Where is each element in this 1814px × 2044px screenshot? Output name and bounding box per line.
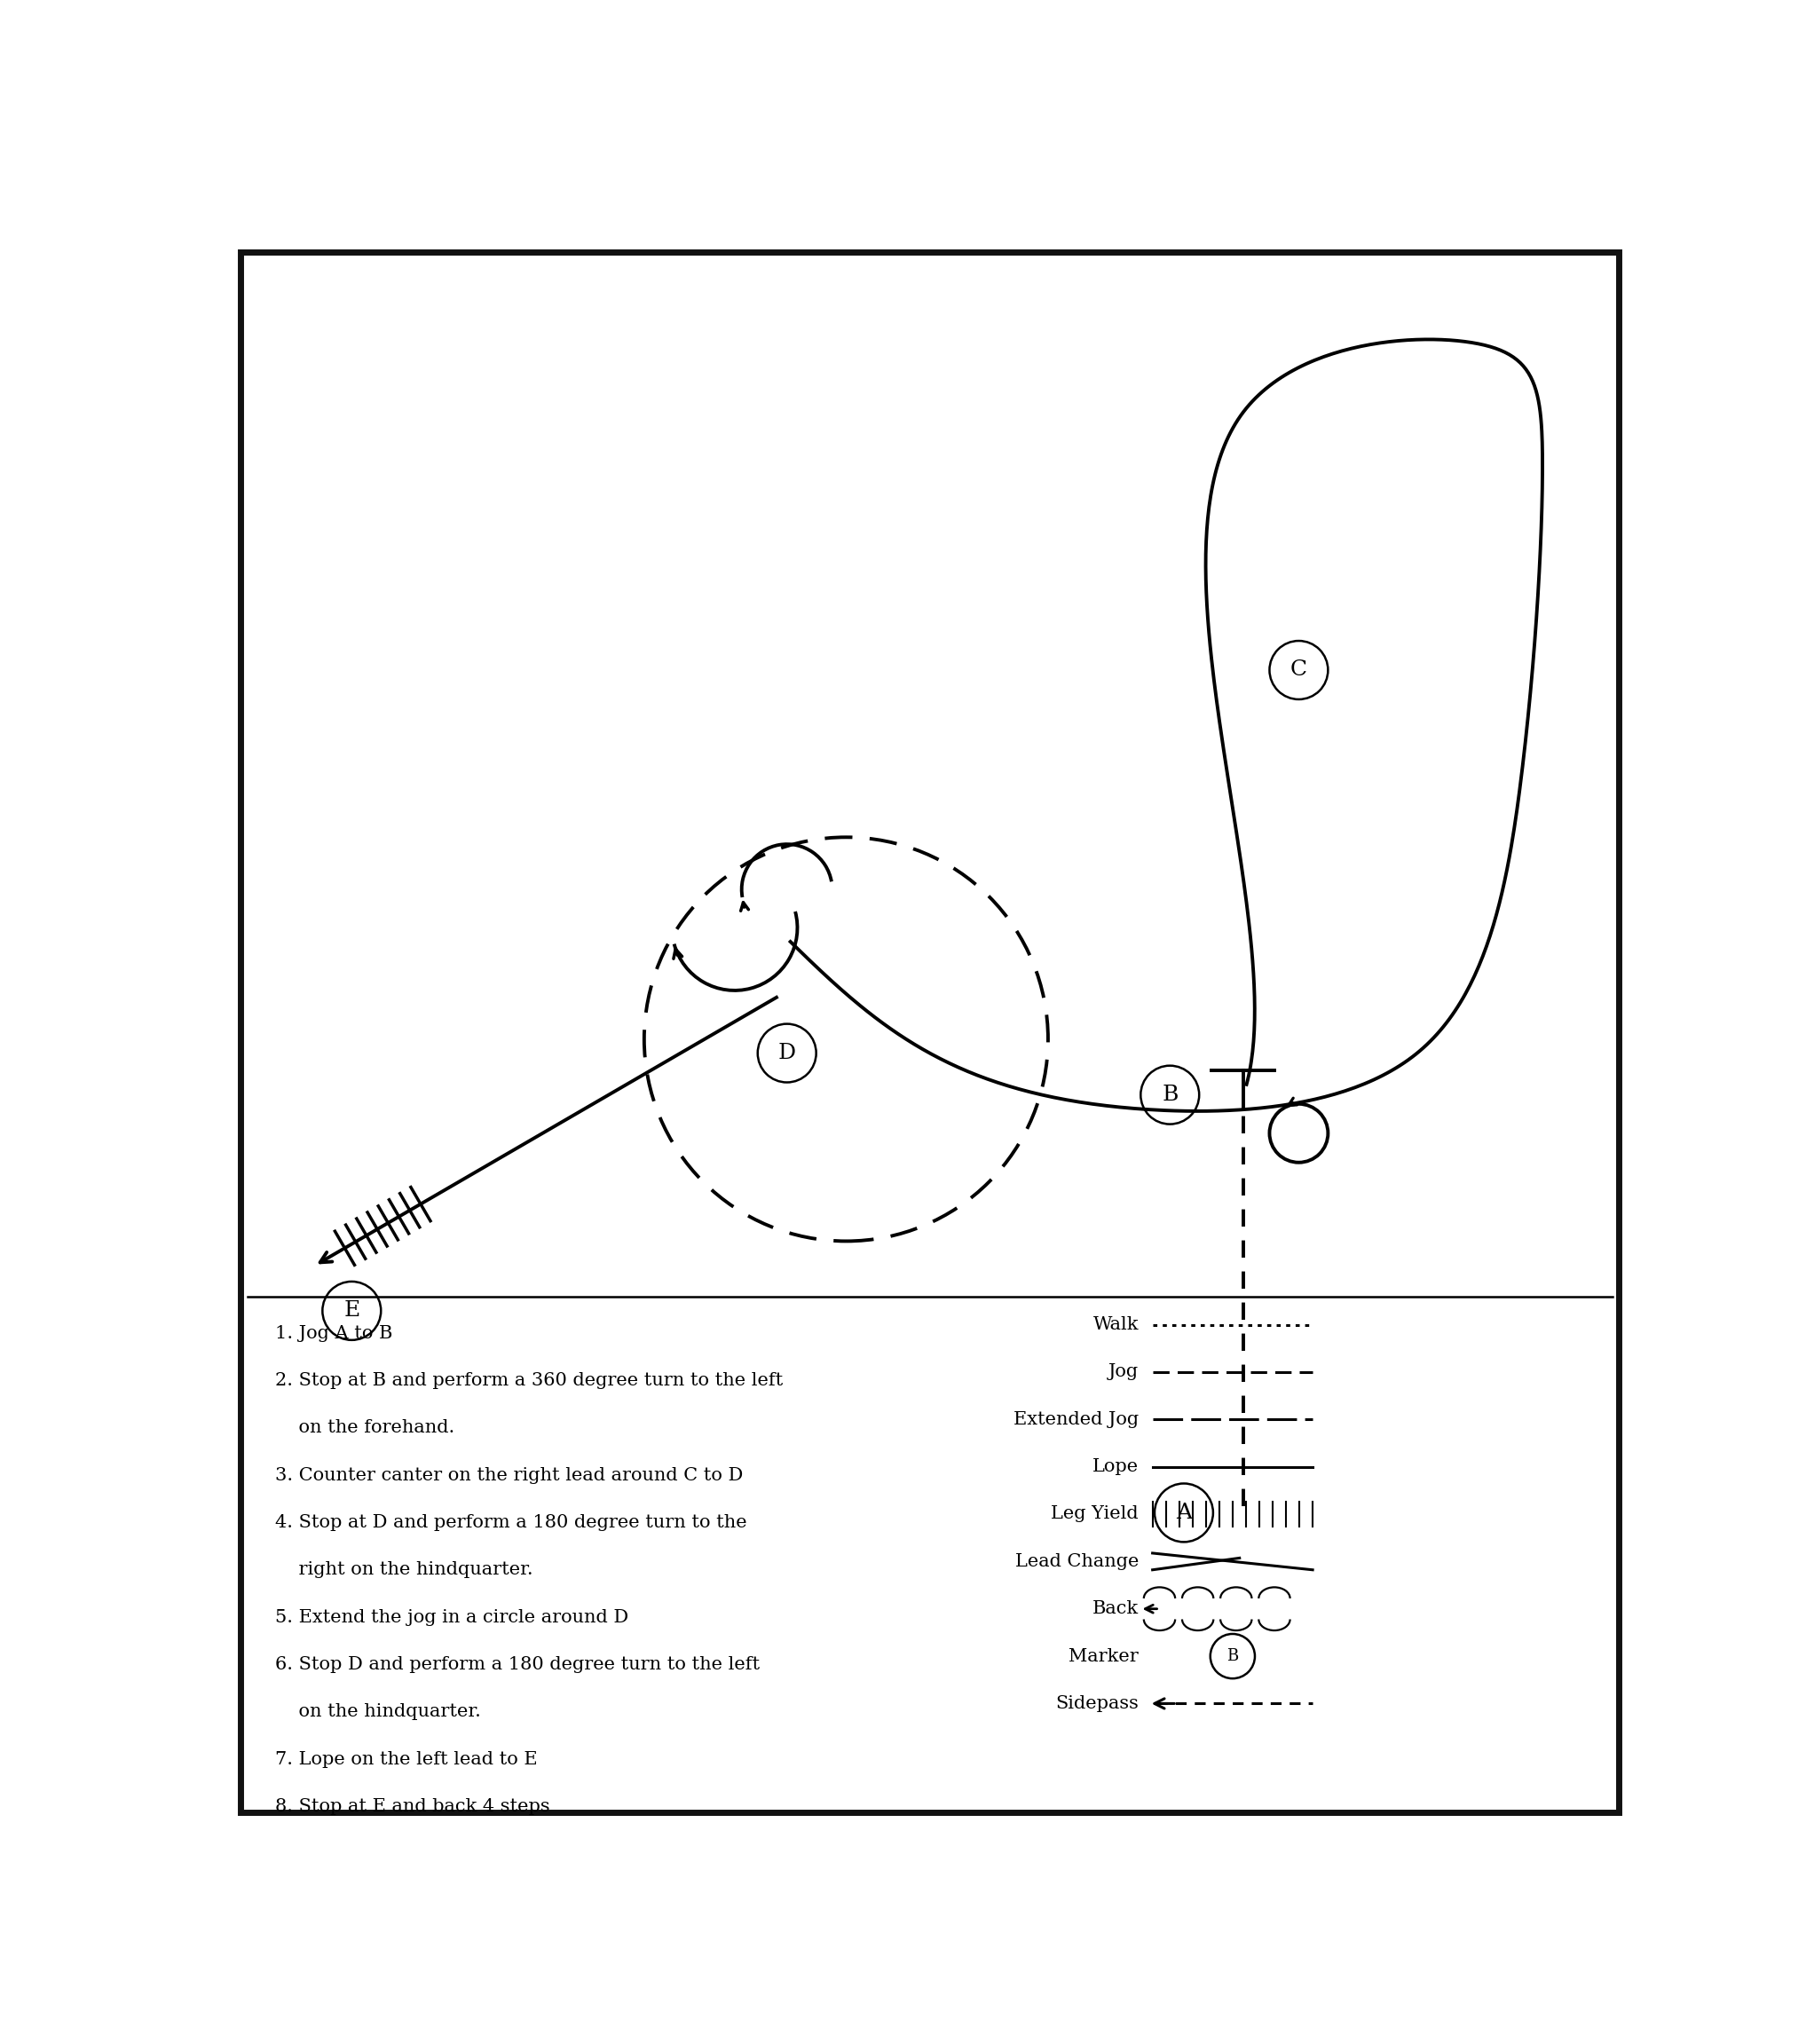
- Text: 2. Stop at B and perform a 360 degree turn to the left: 2. Stop at B and perform a 360 degree tu…: [276, 1372, 784, 1390]
- FancyBboxPatch shape: [239, 251, 1620, 1813]
- Text: Walk: Walk: [1092, 1316, 1139, 1333]
- Text: B: B: [1161, 1085, 1177, 1106]
- Text: Lope: Lope: [1092, 1457, 1139, 1476]
- Text: Jog: Jog: [1108, 1363, 1139, 1380]
- Text: 3. Counter canter on the right lead around C to D: 3. Counter canter on the right lead arou…: [276, 1468, 744, 1484]
- Text: B: B: [1226, 1647, 1239, 1664]
- Text: 5. Extend the jog in a circle around D: 5. Extend the jog in a circle around D: [276, 1609, 628, 1625]
- Text: right on the hindquarter.: right on the hindquarter.: [276, 1562, 533, 1578]
- Text: E: E: [343, 1300, 359, 1320]
- Text: 8. Stop at E and back 4 steps: 8. Stop at E and back 4 steps: [276, 1799, 550, 1815]
- Text: Extended Jog: Extended Jog: [1014, 1410, 1139, 1429]
- Text: 6. Stop D and perform a 180 degree turn to the left: 6. Stop D and perform a 180 degree turn …: [276, 1656, 760, 1674]
- Text: 7. Lope on the left lead to E: 7. Lope on the left lead to E: [276, 1752, 537, 1768]
- Text: 1. Jog A to B: 1. Jog A to B: [276, 1325, 392, 1341]
- Text: Lead Change: Lead Change: [1014, 1553, 1139, 1570]
- Text: A: A: [1175, 1502, 1192, 1523]
- Text: Back: Back: [1092, 1600, 1139, 1617]
- Text: Leg Yield: Leg Yield: [1050, 1506, 1139, 1523]
- Text: Sidepass: Sidepass: [1056, 1694, 1139, 1713]
- Text: on the hindquarter.: on the hindquarter.: [276, 1703, 481, 1721]
- Text: D: D: [778, 1042, 796, 1063]
- Text: Marker: Marker: [1068, 1647, 1139, 1664]
- Text: on the forehand.: on the forehand.: [276, 1419, 455, 1437]
- Text: 4. Stop at D and perform a 180 degree turn to the: 4. Stop at D and perform a 180 degree tu…: [276, 1515, 747, 1531]
- Text: C: C: [1290, 660, 1308, 681]
